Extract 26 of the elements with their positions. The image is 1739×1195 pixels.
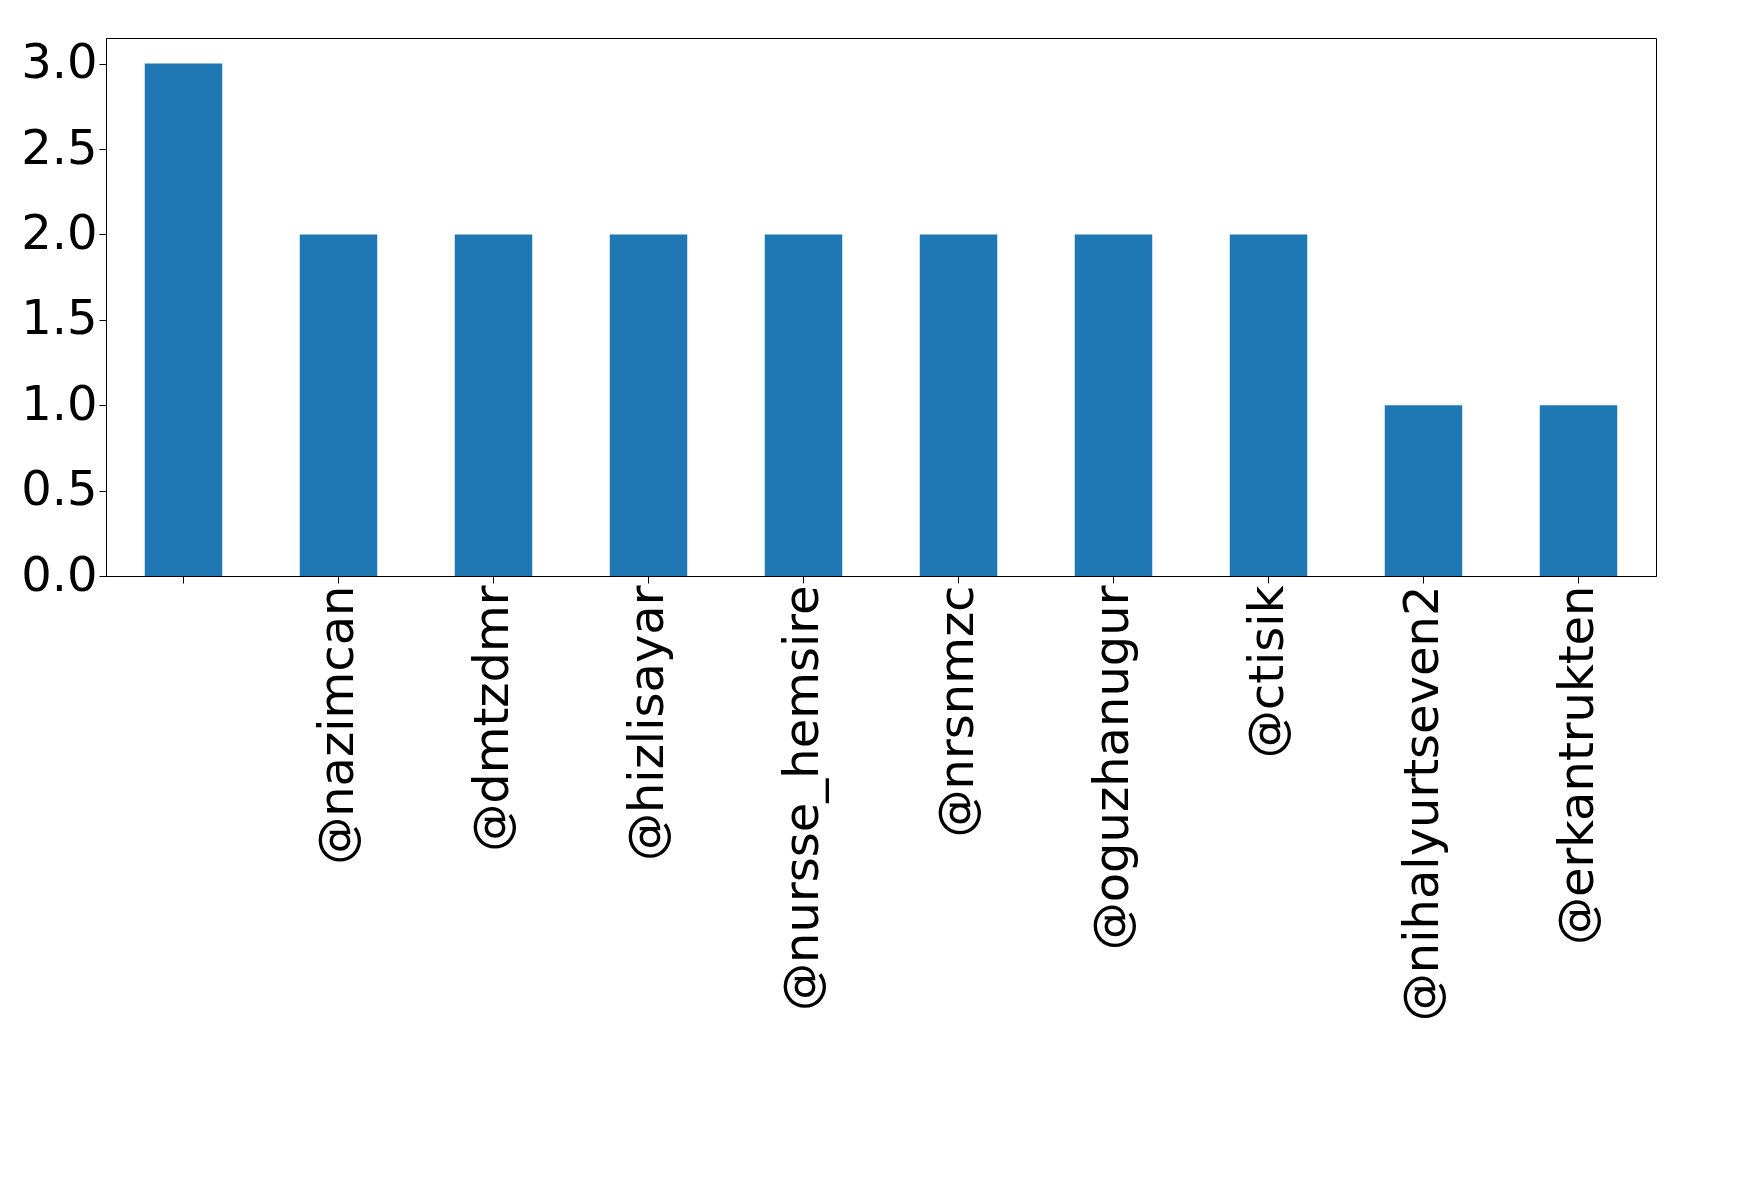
bar: [919, 234, 998, 576]
bar: [1539, 405, 1618, 576]
y-tick-label: 2.5: [21, 118, 98, 175]
x-tick-label: @erkantrukten: [1547, 585, 1604, 946]
x-tick-label: @nrsnmzc: [927, 585, 984, 838]
x-tick-label: @dmtzdmr: [462, 585, 519, 852]
y-tick-label: 0.0: [21, 545, 98, 602]
bar: [609, 234, 688, 576]
bar: [1384, 405, 1463, 576]
bar: [764, 234, 843, 576]
bar: [1229, 234, 1308, 576]
bar: [144, 63, 223, 576]
y-tick-label: 1.0: [21, 374, 98, 431]
y-tick-label: 0.5: [21, 460, 98, 517]
bar: [299, 234, 378, 576]
x-tick-label: @nazimcan: [307, 585, 364, 865]
x-tick-label: @nursse_hemsire: [772, 585, 829, 1011]
y-tick-label: 2.0: [21, 203, 98, 260]
y-tick-label: 1.5: [21, 289, 98, 346]
x-tick-label: @ctisik: [1237, 585, 1294, 759]
bar: [454, 234, 533, 576]
y-tick-label: 3.0: [21, 33, 98, 90]
x-tick-label: @nihalyurtseven2: [1392, 585, 1449, 1022]
x-tick-label: @oguzhanugur: [1082, 585, 1139, 951]
bar: [1074, 234, 1153, 576]
x-tick-label: @hizlisayar: [617, 585, 674, 862]
